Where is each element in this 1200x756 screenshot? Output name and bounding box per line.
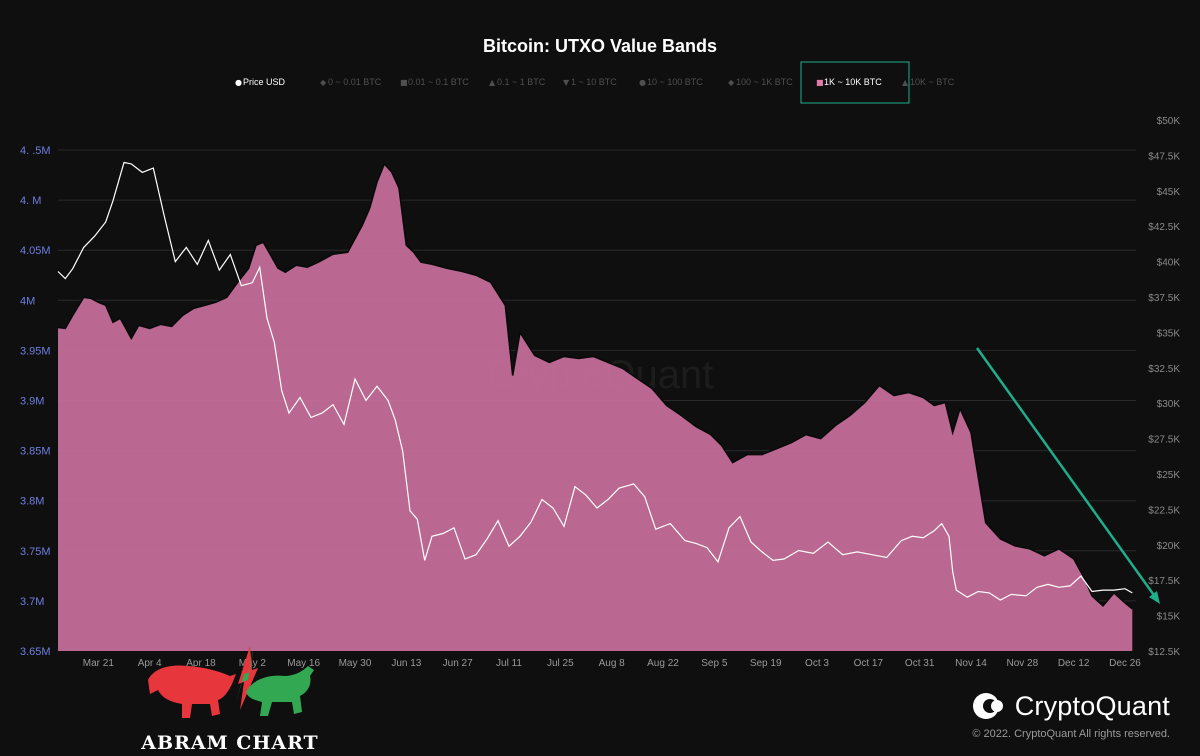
legend-item: ◆ 0 ~ 0.01 BTC (320, 77, 382, 87)
legend-marker: ■ (400, 78, 408, 87)
right-tick-label: $27.5K (1148, 435, 1180, 446)
x-tick-label: Apr 4 (138, 658, 162, 669)
right-tick-label: $25K (1157, 470, 1181, 481)
legend-item: ● 10 ~ 100 BTC (639, 77, 703, 87)
legend-item: ■ 0.01 ~ 0.1 BTC (400, 77, 469, 87)
x-tick-label: Sep 5 (701, 658, 728, 669)
left-tick-label: 3.9M (20, 396, 44, 408)
legend-marker: ▲ (489, 78, 496, 87)
legend-item: ▲ 0.1 ~ 1 BTC (489, 77, 546, 87)
legend-marker: ● (235, 78, 242, 87)
legend-label: 100 ~ 1K BTC (736, 77, 793, 87)
right-tick-label: $22.5K (1148, 505, 1180, 516)
left-tick-label: 4M (20, 295, 35, 307)
left-tick-label: 3.65M (20, 646, 51, 658)
right-tick-label: $32.5K (1148, 364, 1180, 375)
legend-marker: ● (639, 78, 646, 87)
left-axis: 4. .5M 4. M 4.05M 4M 3.95M 3.9M 3.85M 3.8M 3.75M… (20, 145, 51, 658)
legend-marker: ◆ (728, 78, 735, 87)
x-tick-label: Oct 31 (905, 658, 935, 669)
x-tick-label: May 30 (339, 658, 372, 669)
legend-label: 0 ~ 0.01 BTC (328, 77, 382, 87)
bear-bull-icon (148, 644, 314, 718)
left-tick-label: 3.85M (20, 446, 51, 458)
trend-arrow-head (1149, 591, 1160, 604)
x-tick-label: May 16 (287, 658, 320, 669)
left-tick-label: 3.75M (20, 546, 51, 558)
left-tick-label: 4. .5M (20, 145, 51, 157)
brand-name: CryptoQuant (1014, 690, 1170, 721)
legend-label: 1 ~ 10 BTC (571, 77, 617, 87)
legend-label: 1K ~ 10K BTC (824, 77, 882, 87)
legend-marker: ■ (816, 78, 824, 87)
x-tick-label: Sep 19 (750, 658, 782, 669)
area-series-1k-10k-btc-line (57, 162, 1133, 610)
right-tick-label: $47.5K (1148, 151, 1180, 162)
legend-item: ● Price USD (235, 77, 286, 87)
cryptoquant-brand: CryptoQuant (971, 688, 1170, 724)
legend-label: 0.01 ~ 0.1 BTC (408, 77, 469, 87)
legend-item: ▼ 1 ~ 10 BTC (563, 77, 617, 87)
price-usd-line (57, 161, 1133, 601)
x-tick-label: Jun 27 (443, 658, 473, 669)
trend-arrow-annotation (975, 347, 1160, 604)
right-axis: $50K $47.5K $45K $42.5K $40K $37.5K $35K $32.5K… (1148, 116, 1180, 658)
legend-marker: ▼ (563, 78, 570, 87)
legend-marker: ◆ (320, 78, 327, 87)
x-tick-label: Oct 3 (805, 658, 829, 669)
abram-chart-logo: ABRAM CHART (140, 640, 320, 756)
left-tick-label: 4. M (20, 195, 41, 207)
right-tick-label: $30K (1157, 399, 1181, 410)
right-tick-label: $37.5K (1148, 293, 1180, 304)
right-tick-label: $15K (1157, 612, 1181, 623)
price-series-layer (57, 161, 1133, 601)
trend-arrow-line (975, 347, 1158, 599)
legend-label: 10K ~ BTC (910, 77, 955, 87)
x-tick-label: Nov 14 (955, 658, 987, 669)
x-tick-label: Aug 22 (647, 658, 679, 669)
x-tick-label: Jul 25 (547, 658, 574, 669)
x-tick-label: Dec 26 (1109, 658, 1141, 669)
right-tick-label: $45K (1157, 187, 1181, 198)
x-axis: Mar 21 Apr 4 Apr 18 May 2 May 16 May 30 Jun 13… (83, 658, 1142, 669)
left-tick-label: 4.05M (20, 245, 51, 257)
right-tick-label: $40K (1157, 258, 1181, 269)
legend-label: 0.1 ~ 1 BTC (497, 77, 546, 87)
area-series-1k-10k-btc-fill (58, 164, 1133, 651)
left-tick-label: 3.95M (20, 345, 51, 357)
right-tick-label: $50K (1157, 116, 1181, 127)
x-tick-label: Oct 17 (854, 658, 884, 669)
x-tick-label: Dec 12 (1058, 658, 1090, 669)
legend-highlight-box (800, 61, 910, 104)
x-tick-label: Aug 8 (599, 658, 626, 669)
right-tick-label: $20K (1157, 541, 1181, 552)
copyright-text: © 2022. CryptoQuant All rights reserved. (972, 728, 1170, 740)
right-tick-label: $17.5K (1148, 576, 1180, 587)
cryptoquant-logo-icon (972, 693, 1003, 719)
left-tick-label: 3.8M (20, 496, 44, 508)
x-tick-label: May 2 (239, 658, 267, 669)
chart-title: Bitcoin: UTXO Value Bands (483, 36, 717, 56)
right-tick-label: $42.5K (1148, 222, 1180, 233)
legend-label: Price USD (243, 77, 286, 87)
area-series-layer (57, 162, 1133, 651)
right-tick-label: $35K (1157, 328, 1181, 339)
left-tick-label: 3.7M (20, 596, 44, 608)
x-tick-label: Jun 13 (391, 658, 421, 669)
x-tick-label: Nov 28 (1006, 658, 1038, 669)
x-tick-label: Mar 21 (83, 658, 115, 669)
legend-marker: ▲ (902, 78, 909, 87)
x-tick-label: Jul 11 (496, 658, 522, 669)
legend-item: ◆ 100 ~ 1K BTC (728, 77, 793, 87)
legend: ● Price USD ◆ 0 ~ 0.01 BTC ■ 0.01 ~ 0.1 BTC ▲ 0… (235, 61, 955, 104)
x-tick-label: Apr 18 (186, 658, 216, 669)
right-tick-label: $12.5K (1148, 647, 1180, 658)
legend-item: ▲ 10K ~ BTC (902, 77, 955, 87)
legend-label: 10 ~ 100 BTC (647, 77, 703, 87)
abram-chart-name: ABRAM CHART (141, 732, 319, 754)
legend-item: ■ 1K ~ 10K BTC (800, 61, 910, 104)
